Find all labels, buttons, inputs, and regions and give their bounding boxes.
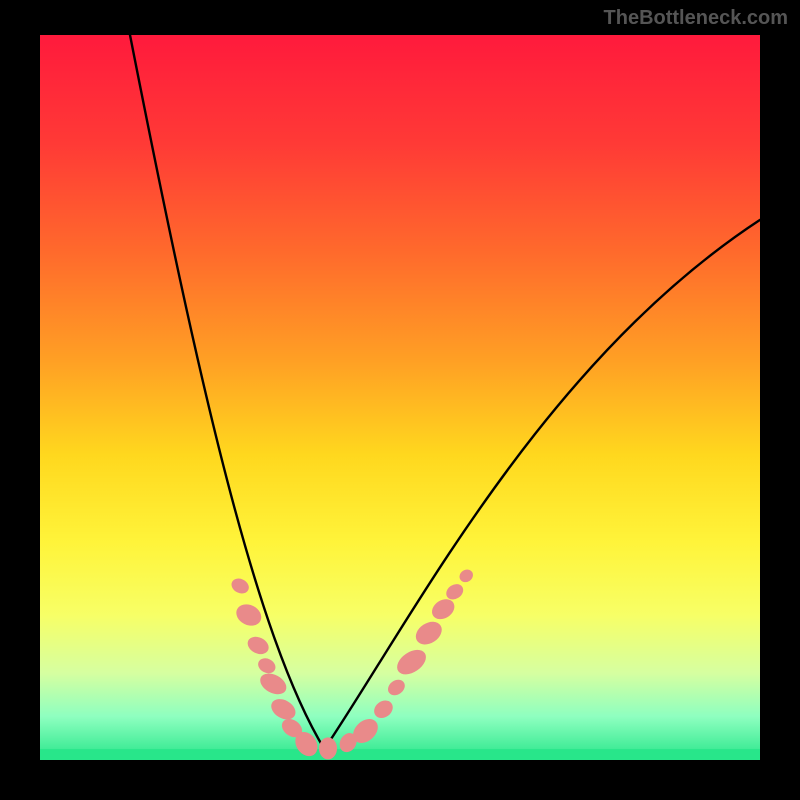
plot-background xyxy=(40,35,760,760)
bottleneck-chart-svg xyxy=(0,0,800,800)
bottom-green-band xyxy=(40,749,760,760)
watermark-text: TheBottleneck.com xyxy=(604,7,788,30)
chart-stage: TheBottleneck.com xyxy=(0,0,800,800)
marker-point xyxy=(319,737,337,759)
